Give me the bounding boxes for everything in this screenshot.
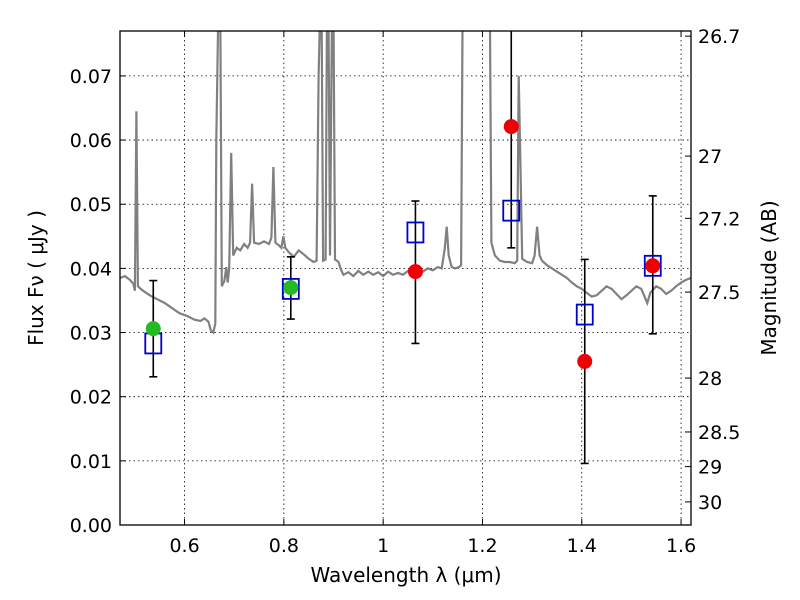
mag-tick-label: 27.5 [698,282,740,304]
observed-point-nir [503,119,519,135]
y-tick-label: 0.01 [70,451,112,473]
y-tick-label: 0.07 [70,66,112,88]
mag-tick-label: 30 [698,492,722,514]
mag-tick-label: 26.7 [698,26,740,48]
sed-spectrum-line [120,31,691,335]
observed-point-nir [407,264,423,280]
sed-layer [120,31,691,335]
y-axis-title: Flux Fν ( μJy ) [24,210,48,346]
grid [120,31,691,525]
y-tick-label: 0.06 [70,130,112,152]
x-axis-title: Wavelength λ (μm) [310,563,501,587]
x-tick-label: 0.8 [269,535,299,557]
x-tick-label: 1.2 [467,535,497,557]
mag-tick-label: 28.5 [698,422,740,444]
model-square [643,254,662,277]
observed-point-optical [283,280,299,296]
observed-point-nir [577,353,593,369]
y-tick-label: 0.05 [70,194,112,216]
mag-tick-label: 27.2 [698,208,740,230]
mag-tick-label: 27 [698,146,722,168]
plot-frame [119,30,692,526]
y-axis-right-title: Magnitude (AB) [757,200,781,355]
x-tick-label: 1.4 [567,535,597,557]
model-square [281,278,300,300]
model-square [575,303,594,326]
x-tick-label: 1 [377,535,389,557]
y-tick-label: 0.03 [70,323,112,345]
x-tick-label: 0.6 [169,535,199,557]
mag-tick-label: 28 [698,368,722,390]
data-marks [144,31,662,465]
axis-ticks: 0.6 0.8 1 1.2 1.4 1.6 0.00 0.01 0.02 0.03 0.04 0.05… [70,26,741,557]
mag-tick-label: 29 [698,457,722,479]
y-tick-label: 0.00 [70,515,112,537]
model-square [502,199,521,222]
x-tick-label: 1.6 [666,535,696,557]
model-square [406,221,425,244]
y-tick-label: 0.04 [70,258,112,280]
y-tick-label: 0.02 [70,387,112,409]
observed-point-optical [145,321,161,337]
observed-point-nir [645,258,661,274]
